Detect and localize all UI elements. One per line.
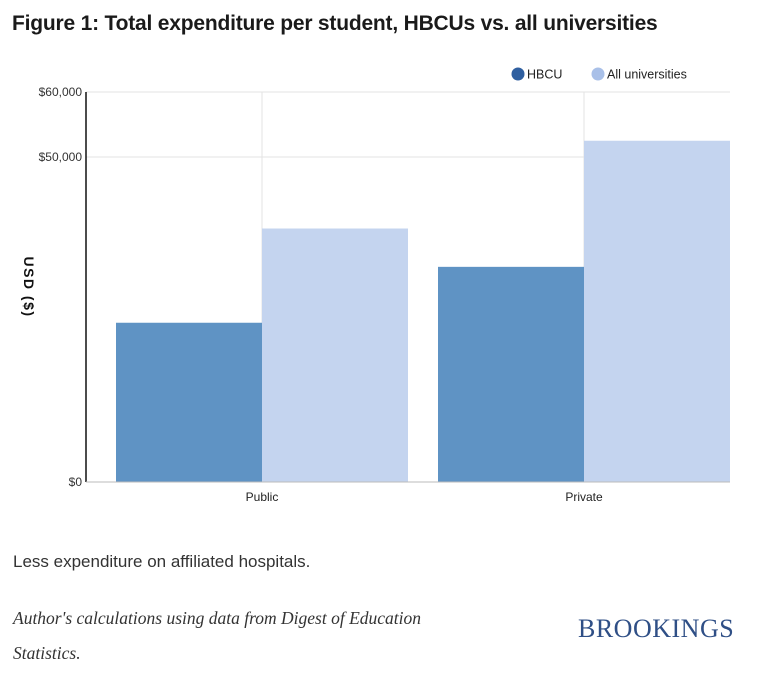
chart-source: Author's calculations using data from Di… — [13, 608, 422, 663]
bars — [116, 140, 730, 482]
y-tick-label: $0 — [69, 475, 83, 489]
legend-marker-hbcu — [511, 67, 525, 81]
chart-note: Less expenditure on affiliated hospitals… — [13, 552, 311, 571]
x-tick-label: Private — [565, 490, 603, 504]
bar-public-all-universities — [262, 228, 408, 482]
bar-chart: $0 $50,000 $60,000 Public Private USD ($) HBC… — [21, 67, 730, 504]
legend-label-hbcu: HBCU — [527, 68, 562, 82]
legend-marker-all-universities — [591, 67, 605, 81]
x-tick-label: Public — [246, 490, 279, 504]
bar-private-hbcu — [438, 266, 584, 482]
y-tick-label: $60,000 — [39, 85, 83, 99]
legend: HBCU All universities — [511, 67, 687, 82]
bar-private-all-universities — [584, 140, 730, 482]
brookings-logo: BROOKINGS — [578, 614, 735, 643]
y-tick-label: $50,000 — [39, 150, 83, 164]
bar-public-hbcu — [116, 322, 262, 482]
chart-title: Figure 1: Total expenditure per student,… — [12, 12, 658, 35]
legend-label-all-universities: All universities — [607, 68, 687, 82]
y-axis-title: USD ($) — [21, 256, 37, 317]
axes: $0 $50,000 $60,000 Public Private USD ($) — [21, 85, 730, 504]
